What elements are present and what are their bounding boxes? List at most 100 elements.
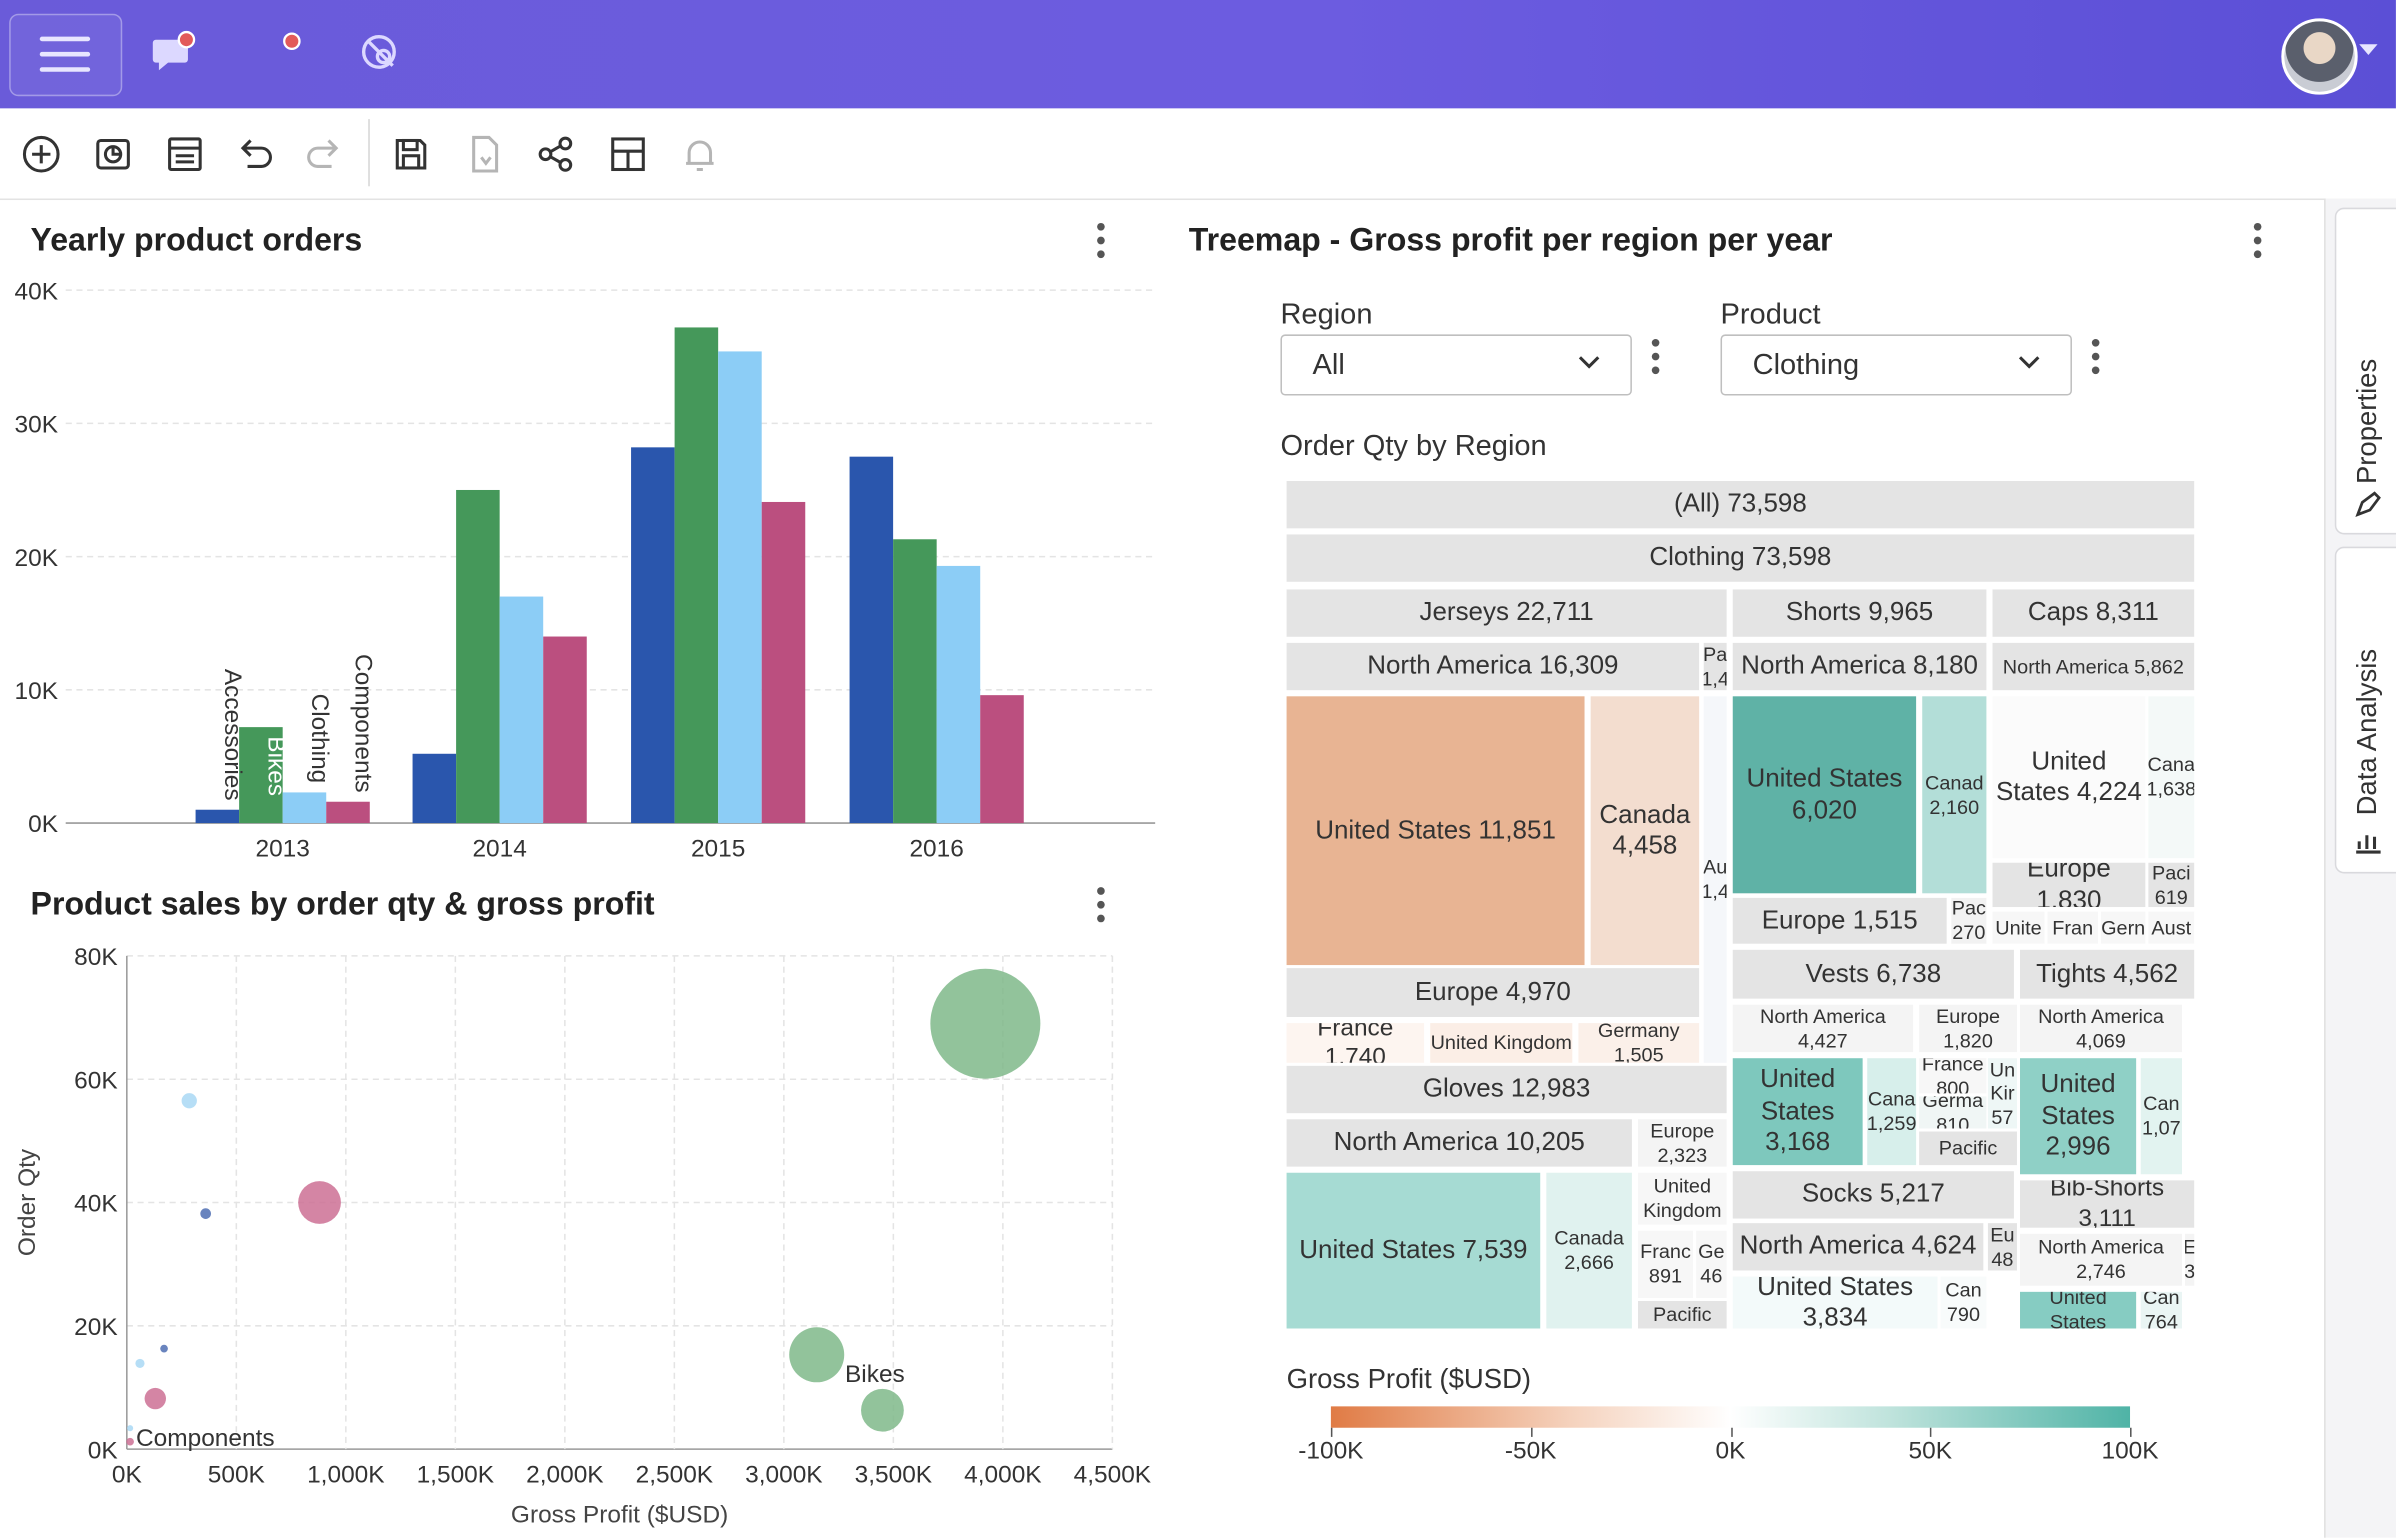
treemap-cell-bib-na[interactable]: North America 2,746 (2020, 1233, 2182, 1286)
legend-tick-label: 0K (1715, 1438, 1746, 1465)
treemap-cell-soc-us[interactable]: United States 3,834 (1732, 1276, 1938, 1329)
treemap-cell-bib-e[interactable]: E 3 (2185, 1233, 2195, 1286)
chevron-down-icon[interactable] (2359, 44, 2378, 55)
treemap-cell-ves-fr[interactable]: France 800 (1919, 1058, 1987, 1094)
treemap-cell-sho-eu[interactable]: Europe 1,515 (1732, 897, 1947, 944)
treemap-cell-tights[interactable]: Tights 4,562 (2020, 949, 2195, 999)
treemap-cell-jer-uk[interactable]: United Kingdom (1430, 1023, 1573, 1063)
treemap-cell-ves-ca[interactable]: Cana 1,259 (1867, 1058, 1917, 1166)
x-tick-label: 2016 (909, 836, 963, 863)
bar-chart: 0K 10K 20K 30K 40K 2013 2014 2015 2016 Accessorie… (15, 278, 1156, 863)
alert-icon[interactable] (678, 133, 721, 176)
save-icon[interactable] (390, 133, 433, 176)
treemap-cell-cap-eu-child[interactable]: Aust (2148, 911, 2195, 944)
treemap-cell-bib-us[interactable]: United States (2020, 1291, 2137, 1329)
data-analysis-tab[interactable]: Data Analysis (2334, 546, 2396, 874)
treemap-cell-cap-ca[interactable]: Cana 1,638 (2148, 696, 2195, 859)
treemap-cell-cap-eu-child[interactable]: Fran (2047, 911, 2098, 944)
product-filter-more-icon[interactable] (2091, 338, 2101, 380)
bar (718, 351, 762, 824)
bubble-chart-more-icon[interactable] (1097, 887, 1106, 928)
x-tick-label: 4,500K (1074, 1462, 1152, 1489)
treemap-cell-ves-eu[interactable]: Europe 1,820 (1919, 1004, 2017, 1053)
treemap-cell-glo-uk[interactable]: United Kingdom (1638, 1172, 1727, 1225)
treemap-cell-soc-eu[interactable]: Eu 48 (1987, 1223, 2017, 1271)
treemap-cell-sho-ca[interactable]: Canad 2,160 (1922, 696, 1987, 894)
treemap-cell-bib-ca[interactable]: Can 764 (2140, 1291, 2182, 1329)
top-bar (0, 0, 2396, 109)
treemap-cell-glo-eu[interactable]: Europe 2,323 (1638, 1119, 1727, 1167)
bar-chart-more-icon[interactable] (1097, 222, 1106, 264)
eye-off-icon[interactable] (359, 31, 405, 77)
treemap-cell-soc-ca[interactable]: Can 790 (1940, 1276, 1987, 1329)
treemap-cell-cap-us[interactable]: United States 4,224 (1992, 696, 2146, 859)
treemap-cell-glo-pa[interactable]: Pacific (1638, 1301, 1727, 1329)
treemap-cell-all[interactable]: (All) 73,598 (1286, 481, 2195, 529)
treemap-cell-cap-eu-child[interactable]: Gern (2101, 911, 2146, 944)
bar (849, 456, 894, 824)
legend-tick-mark (1730, 1427, 1732, 1437)
treemap-cell-tig-us[interactable]: United States 2,996 (2020, 1058, 2137, 1175)
menu-icon[interactable] (9, 13, 123, 97)
treemap-cell-gloves[interactable]: Gloves 12,983 (1286, 1065, 1727, 1114)
treemap-cell-jer-us[interactable]: United States 11,851 (1286, 696, 1585, 966)
region-filter-more-icon[interactable] (1651, 338, 1661, 380)
treemap-cell-sho-na[interactable]: North America 8,180 (1732, 642, 1987, 691)
treemap-cell-jer-ca[interactable]: Canada 4,458 (1590, 696, 1700, 966)
dashboard-icon[interactable] (92, 133, 135, 176)
treemap-cell-cap-na[interactable]: North America 5,862 (1992, 642, 2195, 691)
region-dropdown[interactable]: All (1280, 334, 1632, 396)
treemap-cell-tig-ca[interactable]: Can 1,07 (2140, 1058, 2182, 1175)
redo-icon[interactable] (304, 133, 347, 176)
treemap-cell-jer-au[interactable]: Au 1,4 (1703, 696, 1727, 1063)
treemap-cell-jer-fr[interactable]: France 1,740 (1286, 1023, 1425, 1063)
avatar[interactable] (2281, 18, 2358, 95)
treemap-cell-glo-fr[interactable]: Franc 891 (1638, 1230, 1694, 1298)
treemap-cell-ves-na[interactable]: North America 4,427 (1732, 1004, 1914, 1053)
treemap-cell-jer-na[interactable]: North America 16,309 (1286, 642, 1700, 691)
treemap-cell-soc-na[interactable]: North America 4,624 (1732, 1223, 1984, 1271)
export-icon[interactable] (463, 133, 506, 176)
treemap-cell-glo-ca[interactable]: Canada 2,666 (1546, 1172, 1632, 1329)
properties-tab[interactable]: Properties (2334, 207, 2396, 535)
treemap-cell-sho-us[interactable]: United States 6,020 (1732, 696, 1917, 894)
treemap-cell-ves-pa[interactable]: Pacific (1919, 1131, 2017, 1166)
treemap-cell-glo-na[interactable]: North America 10,205 (1286, 1119, 1632, 1167)
add-icon[interactable] (20, 133, 63, 176)
legend-tick-label: 50K (1908, 1438, 1952, 1465)
treemap-cell-vests[interactable]: Vests 6,738 (1732, 949, 2014, 999)
share-icon[interactable] (535, 133, 578, 176)
treemap-cell-cap-eu-child[interactable]: Unite (1992, 911, 2045, 944)
treemap-cell-shorts[interactable]: Shorts 9,965 (1732, 589, 1987, 637)
bar (282, 792, 327, 824)
treemap-cell-glo-us[interactable]: United States 7,539 (1286, 1172, 1541, 1329)
treemap-cell-jer-pa[interactable]: Pa 1,4 (1703, 642, 1727, 691)
moon-icon[interactable] (257, 31, 303, 77)
bar (456, 489, 500, 824)
treemap-cell-jer-eu[interactable]: Europe 4,970 (1286, 968, 1700, 1017)
treemap-cell-caps[interactable]: Caps 8,311 (1992, 589, 2195, 637)
bar (936, 565, 981, 824)
bar (761, 501, 806, 824)
series-data-label: Accessories (219, 669, 246, 801)
treemap-cell-tig-na[interactable]: North America 4,069 (2020, 1004, 2182, 1053)
report-icon[interactable] (163, 133, 206, 176)
treemap-cell-socks[interactable]: Socks 5,217 (1732, 1171, 2014, 1219)
treemap-cell-jerseys[interactable]: Jerseys 22,711 (1286, 589, 1727, 637)
treemap-cell-sho-pa[interactable]: Pac 270 (1951, 897, 1987, 944)
chat-icon[interactable] (150, 30, 196, 77)
treemap-cell-ves-un[interactable]: Un Kir 57 (1987, 1058, 2017, 1129)
treemap-cell-glo-ge[interactable]: Ge 46 (1696, 1230, 1727, 1298)
undo-icon[interactable] (232, 133, 275, 176)
treemap-cell-ves-us[interactable]: United States 3,168 (1732, 1058, 1863, 1166)
treemap-cell-ves-ge[interactable]: Germa 810 (1919, 1096, 1987, 1129)
treemap-cell-jer-de[interactable]: Germany 1,505 (1578, 1023, 1700, 1063)
product-dropdown[interactable]: Clothing (1720, 334, 2072, 396)
series-data-label: Bikes (263, 736, 290, 796)
treemap-cell-cap-pa[interactable]: Paci 619 (2148, 862, 2195, 908)
treemap-cell-cap-eu[interactable]: Europe 1,830 (1992, 862, 2146, 908)
treemap-cell-bibs[interactable]: Bib-Shorts 3,111 (2020, 1180, 2195, 1228)
treemap-cell-clothing[interactable]: Clothing 73,598 (1286, 534, 2195, 582)
grid-icon[interactable] (607, 133, 650, 176)
treemap-more-icon[interactable] (2253, 222, 2263, 264)
